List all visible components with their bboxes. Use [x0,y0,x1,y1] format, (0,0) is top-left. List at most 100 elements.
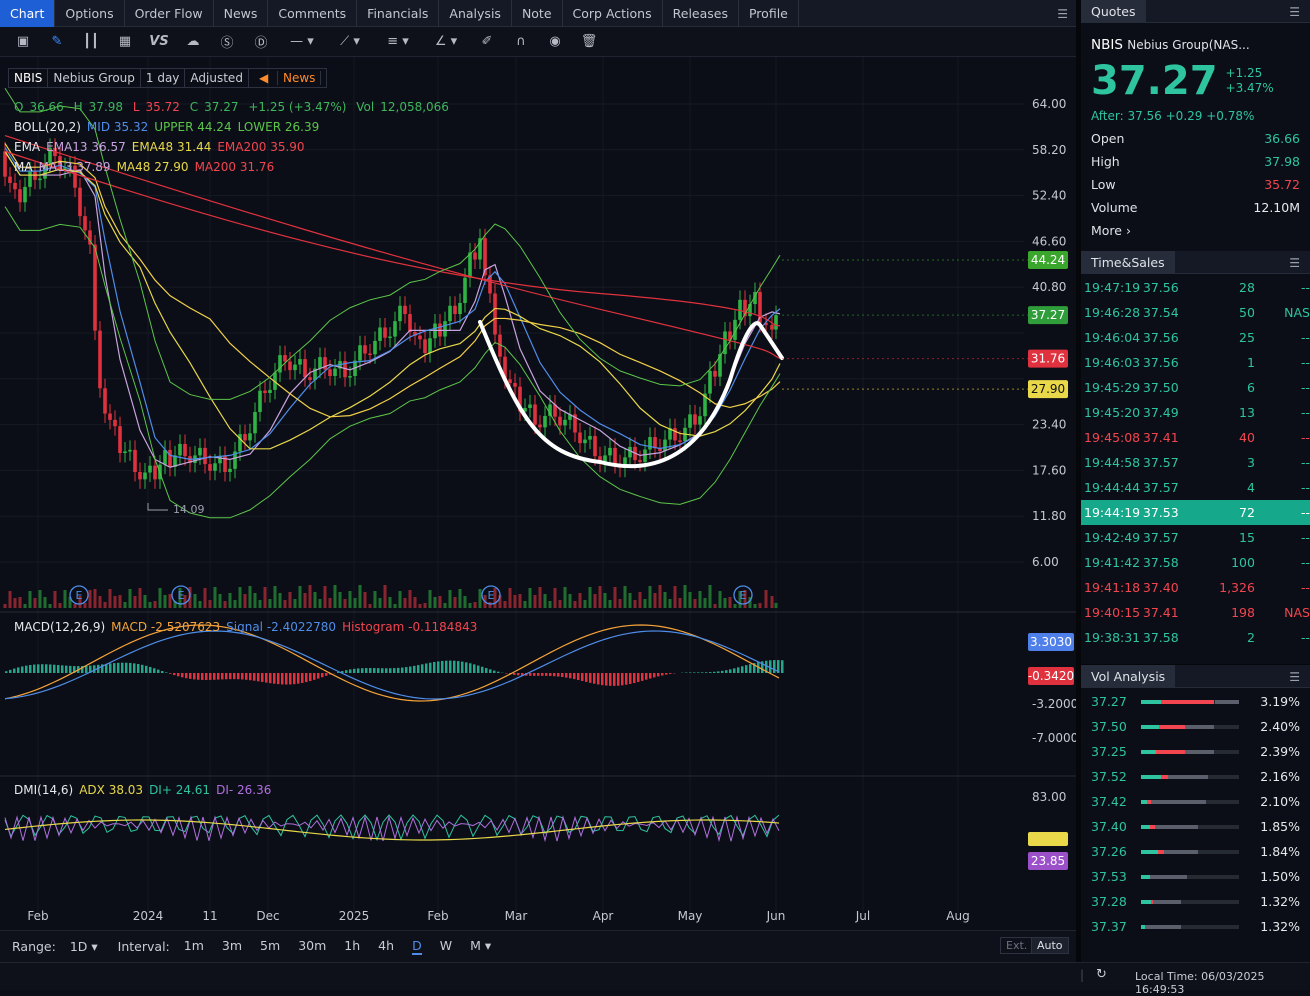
measure-tool-icon[interactable]: ∠ ▾ [424,30,468,54]
candle-body [448,306,452,321]
dollar-icon[interactable]: Ⓢ [212,30,242,54]
interval-5m[interactable]: 5m [260,938,280,955]
candle-body [263,391,267,393]
tab-comments[interactable]: Comments [268,0,357,27]
tab-note[interactable]: Note [512,0,563,27]
auto-toggle[interactable]: Auto [1031,937,1069,954]
menu-icon[interactable]: ☰ [1289,5,1300,19]
candle-chart-icon[interactable]: ▣ [8,30,38,54]
tab-options[interactable]: Options [55,0,124,27]
magnet-icon[interactable]: ∩ [506,30,536,54]
tab-news[interactable]: News [214,0,269,27]
interval-4h[interactable]: 4h [378,938,394,955]
tab-financials[interactable]: Financials [357,0,439,27]
period[interactable]: 1 day [141,69,186,87]
bar-type-icon[interactable]: ┃┃ [76,30,106,54]
tab-profile[interactable]: Profile [739,0,799,27]
volume-bar [99,596,102,608]
menu-icon[interactable]: ☰ [1289,256,1300,270]
brush-icon[interactable]: ✐ [472,30,502,54]
interval-W[interactable]: W [440,938,452,955]
pencil-icon[interactable]: ✎ [42,30,72,54]
volume-bar [599,586,602,608]
trash-icon[interactable]: 🗑 [574,30,604,54]
symbol[interactable]: NBIS [9,69,48,87]
range-select[interactable]: 1D ▾ [70,939,98,954]
vol-price: 37.26 [1091,844,1121,859]
tab-chart[interactable]: Chart [0,0,55,27]
interval-1m[interactable]: 1m [184,938,204,955]
cloud-icon[interactable]: ☁ [178,30,208,54]
volume-bar [139,588,142,608]
time-sales-tab[interactable]: Time&Sales [1081,251,1175,274]
vs-icon[interactable]: VS [144,30,174,54]
interval-1h[interactable]: 1h [344,938,360,955]
grid-icon[interactable]: ▦ [110,30,140,54]
candle-body [453,306,457,314]
tab-corp-actions[interactable]: Corp Actions [563,0,663,27]
adjust[interactable]: Adjusted [185,69,249,87]
more-link[interactable]: More › [1081,219,1310,242]
news-link[interactable]: ◀ News [249,69,326,87]
ext-toggle[interactable]: Ext. [1000,937,1033,954]
cup-drawing [480,322,782,466]
vol-analysis-tab[interactable]: Vol Analysis [1081,665,1175,688]
tab-order-flow[interactable]: Order Flow [125,0,214,27]
volume-bar [724,598,727,608]
d-icon[interactable]: Ⓓ [246,30,276,54]
eye-icon[interactable]: ◉ [540,30,570,54]
candle-body [333,369,337,377]
macd-histogram-bar [657,673,660,676]
volume-bar [539,587,542,608]
tab-analysis[interactable]: Analysis [439,0,512,27]
tab-releases[interactable]: Releases [663,0,739,27]
interval-3m[interactable]: 3m [222,938,242,955]
menu-icon[interactable]: ☰ [1057,7,1068,21]
price-axis-label: 58.20 [1032,143,1066,157]
node-tool-icon[interactable]: ⟋ ▾ [328,30,372,54]
menu-icon[interactable]: ☰ [1289,670,1300,684]
vol-price: 37.40 [1091,819,1121,834]
interval-M[interactable]: M ▾ [470,938,491,955]
quotes-tab[interactable]: Quotes [1081,0,1146,23]
line-tool-icon[interactable]: — ▾ [280,30,324,54]
refresh-icon[interactable]: ↻ [1096,967,1107,982]
interval-D[interactable]: D [412,938,422,955]
interval-30m[interactable]: 30m [298,938,326,955]
fib-tool-icon[interactable]: ≡ ▾ [376,30,420,54]
